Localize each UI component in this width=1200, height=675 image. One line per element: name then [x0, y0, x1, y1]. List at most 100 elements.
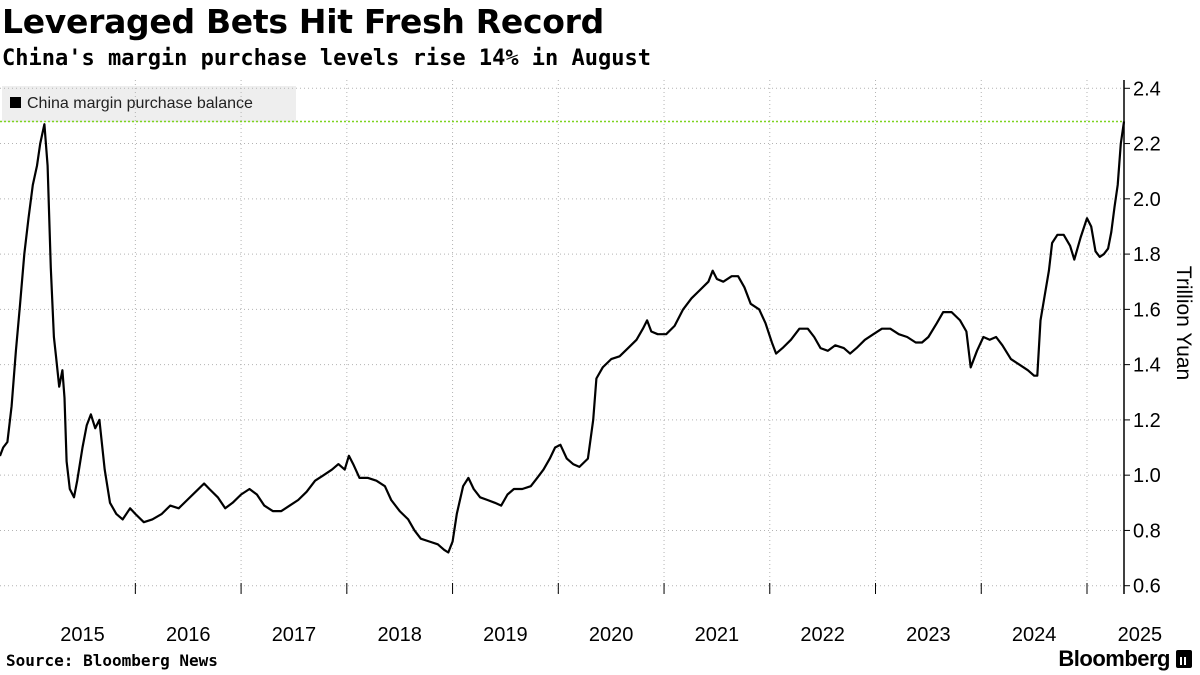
data-point — [289, 505, 291, 507]
data-point — [936, 322, 938, 324]
data-point — [161, 513, 163, 515]
legend-label: China margin purchase balance — [27, 95, 253, 112]
data-point — [479, 496, 481, 498]
data-point — [849, 353, 851, 355]
data-point — [506, 493, 509, 496]
data-point — [1069, 245, 1071, 247]
data-point — [536, 477, 538, 479]
x-tick-label: 2015 — [60, 624, 105, 646]
data-point — [348, 455, 350, 457]
data-point — [331, 469, 333, 471]
data-point — [707, 281, 710, 283]
data-point — [559, 444, 562, 446]
data-point — [6, 441, 8, 443]
y-tick-label: 2.0 — [1133, 189, 1161, 211]
data-point — [367, 477, 369, 479]
data-point — [90, 413, 92, 415]
x-tick-label: 2024 — [1012, 624, 1057, 646]
data-point — [1073, 259, 1075, 261]
data-point — [1001, 344, 1004, 346]
data-point — [134, 513, 136, 515]
data-point — [1027, 369, 1029, 371]
data-point — [650, 330, 652, 333]
data-point — [50, 267, 52, 269]
data-point — [32, 184, 34, 186]
data-point — [530, 485, 532, 487]
y-tick-label: 1.2 — [1133, 410, 1161, 432]
data-point — [390, 499, 392, 501]
grid-lines — [0, 87, 1124, 587]
data-point — [500, 505, 502, 507]
data-point — [486, 499, 489, 501]
data-point — [834, 344, 836, 346]
data-point — [344, 469, 346, 471]
x-gridlines — [134, 80, 1088, 594]
data-point — [122, 518, 124, 521]
data-point — [104, 469, 106, 471]
data-point — [627, 347, 629, 349]
y-tick-label: 1.6 — [1133, 299, 1161, 321]
legend-swatch — [10, 97, 21, 108]
data-point — [665, 333, 667, 335]
y-tick-label: 0.6 — [1133, 576, 1161, 598]
x-tick-labels: 2015 2016 2017 2018 2019 2020 2021 2022 2023 2024… — [60, 583, 1162, 646]
data-point — [437, 543, 439, 545]
data-point — [66, 460, 68, 462]
data-point — [452, 540, 454, 543]
data-point — [1051, 242, 1053, 244]
y-tick-label: 2.4 — [1133, 78, 1161, 100]
data-point — [989, 339, 991, 341]
series-layer — [0, 120, 1126, 554]
data-point — [864, 339, 866, 341]
x-tick-label: 2016 — [166, 624, 211, 646]
data-point — [855, 347, 858, 349]
data-point — [263, 505, 265, 507]
data-point — [798, 328, 801, 330]
data-point — [473, 488, 475, 490]
data-point — [15, 350, 17, 352]
data-point — [19, 303, 21, 305]
data-point — [94, 427, 96, 429]
y-axis-label: Trillion Yuan — [1172, 266, 1195, 380]
data-point — [399, 510, 401, 512]
data-point — [1044, 294, 1046, 297]
y-tick-label: 1.0 — [1133, 465, 1161, 487]
data-point — [36, 165, 38, 167]
data-point — [1094, 250, 1097, 252]
data-point — [722, 281, 724, 283]
data-point — [1039, 319, 1042, 321]
data-point — [889, 328, 891, 330]
data-point — [323, 474, 325, 476]
data-point — [195, 491, 197, 493]
data-point — [2, 446, 4, 449]
data-point — [781, 347, 784, 349]
data-point — [592, 419, 594, 421]
data-point — [280, 510, 282, 512]
data-point — [129, 507, 131, 509]
data-point — [951, 311, 953, 313]
data-point — [731, 275, 733, 277]
x-tick-label: 2017 — [272, 624, 317, 646]
bloomberg-icon — [1176, 650, 1192, 668]
chart-subtitle: China's margin purchase levels rise 14% … — [2, 46, 652, 71]
data-point — [995, 336, 997, 338]
data-point — [927, 336, 930, 338]
data-point — [39, 143, 41, 145]
data-point — [764, 322, 767, 324]
data-point — [827, 350, 829, 352]
data-point — [1086, 217, 1088, 219]
data-point — [58, 386, 60, 388]
data-point — [203, 482, 205, 485]
data-point — [178, 507, 180, 509]
data-point — [240, 493, 242, 496]
data-point — [63, 397, 66, 399]
data-point — [11, 405, 13, 407]
x-tick-label: 2021 — [695, 624, 740, 646]
x-tick-label: 2019 — [483, 624, 528, 646]
data-point — [352, 463, 354, 465]
data-point — [602, 366, 604, 368]
y-tick-label: 1.4 — [1133, 355, 1161, 377]
data-point — [942, 311, 944, 313]
chart-title: Leveraged Bets Hit Fresh Record — [2, 2, 604, 41]
